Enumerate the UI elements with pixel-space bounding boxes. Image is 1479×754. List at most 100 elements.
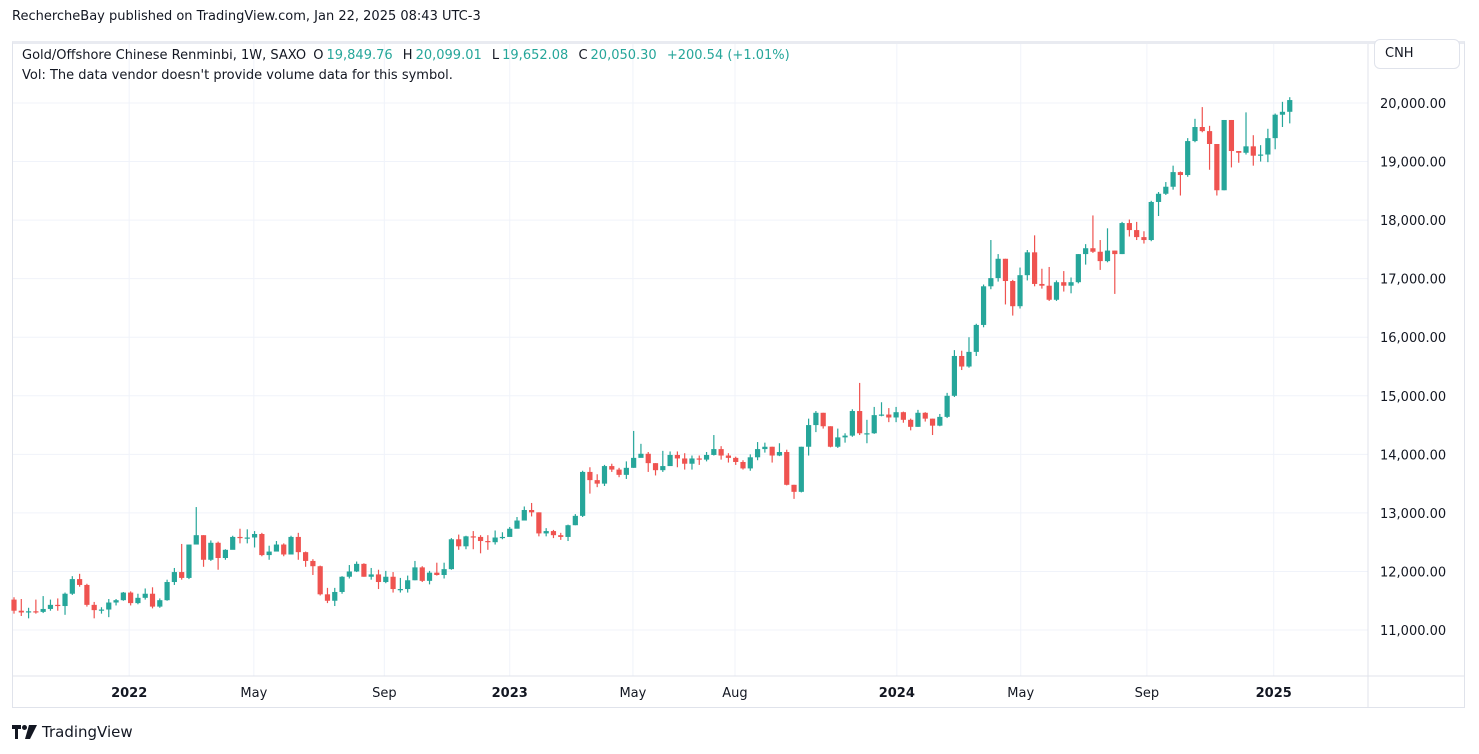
candle[interactable] xyxy=(390,572,396,593)
candle[interactable] xyxy=(813,411,819,433)
candle[interactable] xyxy=(179,543,185,580)
candle[interactable] xyxy=(1090,215,1096,253)
candle[interactable] xyxy=(587,467,593,494)
candle[interactable] xyxy=(631,430,637,468)
candle[interactable] xyxy=(25,607,32,619)
candle[interactable] xyxy=(18,599,24,616)
candle[interactable] xyxy=(11,597,17,614)
candle[interactable] xyxy=(893,406,899,423)
candle[interactable] xyxy=(1265,128,1271,163)
candle[interactable] xyxy=(1148,200,1154,242)
candle[interactable] xyxy=(251,531,258,548)
candle[interactable] xyxy=(1075,254,1081,284)
candle[interactable] xyxy=(1046,266,1052,301)
candle[interactable] xyxy=(477,535,484,554)
candle[interactable] xyxy=(703,452,710,462)
candle[interactable] xyxy=(937,413,943,427)
candle[interactable] xyxy=(660,450,666,472)
candle[interactable] xyxy=(733,456,739,465)
candle[interactable] xyxy=(609,463,615,472)
candle[interactable] xyxy=(864,419,870,444)
candle[interactable] xyxy=(908,418,914,431)
candle[interactable] xyxy=(689,455,695,470)
candle[interactable] xyxy=(492,530,498,545)
candle[interactable] xyxy=(798,446,804,493)
candle[interactable] xyxy=(842,433,848,443)
candle[interactable] xyxy=(485,535,491,550)
candle[interactable] xyxy=(1104,228,1111,263)
candle[interactable] xyxy=(514,517,520,529)
candle[interactable] xyxy=(419,566,425,583)
candle[interactable] xyxy=(1119,221,1125,255)
candle[interactable] xyxy=(1163,182,1169,195)
candle[interactable] xyxy=(565,524,571,542)
candle[interactable] xyxy=(303,551,309,567)
candle[interactable] xyxy=(915,409,921,427)
price-axis[interactable]: 11,000.00 12,000.00 13,000.00 14,000.00 15,0… xyxy=(1380,97,1446,639)
candle[interactable] xyxy=(237,528,243,544)
candle[interactable] xyxy=(543,528,549,537)
candle[interactable] xyxy=(383,570,389,584)
candle[interactable] xyxy=(594,474,600,488)
candle[interactable] xyxy=(528,502,535,517)
candle[interactable] xyxy=(1141,231,1147,244)
candle[interactable] xyxy=(973,323,979,356)
candle[interactable] xyxy=(98,607,105,614)
candle[interactable] xyxy=(193,507,199,545)
candle[interactable] xyxy=(448,538,454,570)
candle[interactable] xyxy=(1272,113,1278,150)
candle[interactable] xyxy=(959,350,965,371)
candle[interactable] xyxy=(762,442,768,453)
candle[interactable] xyxy=(1134,221,1140,241)
candle[interactable] xyxy=(791,484,797,499)
candle[interactable] xyxy=(572,514,578,526)
candle[interactable] xyxy=(361,563,367,577)
candle[interactable] xyxy=(1083,244,1089,265)
candle[interactable] xyxy=(1192,118,1198,143)
candle[interactable] xyxy=(208,540,214,561)
candle[interactable] xyxy=(259,532,265,557)
candle[interactable] xyxy=(951,350,958,397)
candle[interactable] xyxy=(922,412,928,422)
candle[interactable] xyxy=(441,562,447,579)
candle[interactable] xyxy=(900,411,906,423)
currency-button[interactable]: CNH xyxy=(1374,39,1460,69)
candle[interactable] xyxy=(186,544,192,580)
candle[interactable] xyxy=(33,599,39,614)
candle[interactable] xyxy=(106,599,112,618)
candle[interactable] xyxy=(711,435,717,456)
candle[interactable] xyxy=(652,463,659,476)
candle[interactable] xyxy=(426,570,433,585)
candle[interactable] xyxy=(929,418,936,436)
candle[interactable] xyxy=(1061,271,1067,292)
candle[interactable] xyxy=(317,565,323,596)
candle[interactable] xyxy=(1185,138,1191,177)
candle[interactable] xyxy=(288,535,294,555)
candle[interactable] xyxy=(857,382,863,436)
candle[interactable] xyxy=(1024,249,1030,281)
candle[interactable] xyxy=(405,575,411,593)
candle[interactable] xyxy=(128,591,134,606)
candle[interactable] xyxy=(616,467,622,478)
candle[interactable] xyxy=(601,464,608,486)
candle[interactable] xyxy=(696,455,702,465)
candle[interactable] xyxy=(281,543,287,557)
candle[interactable] xyxy=(1236,151,1242,163)
candle[interactable] xyxy=(580,470,586,518)
candle[interactable] xyxy=(1279,101,1286,128)
candle[interactable] xyxy=(1039,268,1045,289)
candle[interactable] xyxy=(747,454,753,471)
candle[interactable] xyxy=(886,408,892,423)
candle[interactable] xyxy=(84,583,90,607)
candle[interactable] xyxy=(1170,165,1176,190)
candle[interactable] xyxy=(966,337,972,368)
candle[interactable] xyxy=(645,452,651,472)
candle[interactable] xyxy=(1126,219,1132,237)
candle[interactable] xyxy=(1097,240,1103,270)
candle[interactable] xyxy=(980,284,987,328)
candle[interactable] xyxy=(273,541,280,552)
candle[interactable] xyxy=(310,559,316,575)
candle[interactable] xyxy=(725,453,732,463)
time-axis[interactable]: 2022 May Sep 2023 May Aug 2024 May Sep 2025 xyxy=(111,686,1292,701)
candle[interactable] xyxy=(718,446,724,460)
